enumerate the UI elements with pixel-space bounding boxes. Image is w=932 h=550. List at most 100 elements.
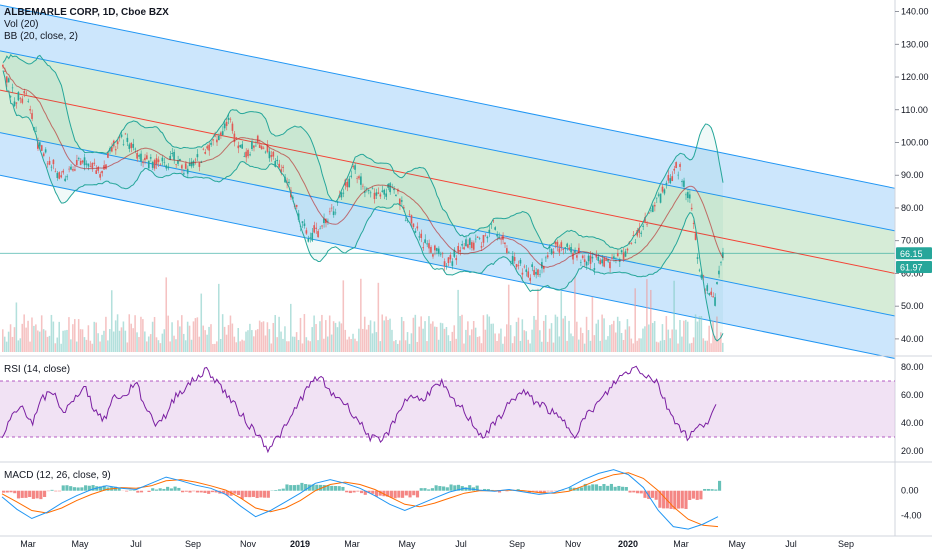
candle-body [284, 176, 286, 183]
candle-body [25, 93, 27, 95]
volume-bar [313, 315, 315, 352]
candle-body [527, 271, 530, 278]
macd-histogram-bar [371, 490, 375, 494]
volume-bar [535, 319, 537, 352]
candle-body [650, 210, 652, 212]
volume-bar [25, 327, 27, 352]
macd-histogram-bar [207, 490, 211, 494]
volume-bar [87, 325, 90, 352]
candle-body [358, 176, 360, 179]
candle-body [253, 145, 255, 148]
candle-body [653, 204, 656, 207]
macd-histogram-bar [76, 487, 80, 491]
candle-body [64, 178, 66, 182]
candle-body [445, 265, 448, 267]
candle-body [155, 158, 158, 165]
volume-bar [258, 320, 261, 352]
candle-body [251, 141, 253, 150]
rsi-tick-label: 40.00 [901, 418, 924, 428]
time-tick-label: Jul [130, 539, 142, 549]
macd-histogram-bar [195, 490, 200, 493]
macd-tick-label: 0.00 [901, 486, 919, 496]
time-tick-label: Nov [565, 539, 582, 549]
macd-histogram-bar [35, 490, 39, 499]
volume-bar [469, 335, 471, 352]
volume-bar [513, 336, 516, 352]
channel-lower-line [0, 174, 896, 360]
candle-body [535, 271, 537, 275]
volume-bar [177, 320, 179, 352]
volume-bar [233, 336, 236, 352]
volume-bar [196, 317, 199, 352]
macd-histogram-bar [337, 486, 341, 491]
volume-bar [360, 278, 362, 352]
volume-bar [677, 343, 679, 352]
macd-histogram-bar [374, 490, 379, 497]
volume-bar [603, 318, 605, 352]
macd-histogram-bar [69, 486, 73, 491]
volume-bar [336, 327, 339, 352]
volume-bar [218, 283, 220, 352]
candle-body [198, 162, 201, 167]
volume-bar [270, 343, 273, 352]
candle-body [363, 191, 366, 193]
volume-bar [7, 331, 10, 352]
macd-histogram-bar [404, 490, 408, 496]
candle-body [35, 130, 37, 132]
price-badge [896, 260, 932, 273]
volume-bar [379, 341, 382, 352]
volume-bar [574, 276, 576, 352]
volume-bar [453, 325, 456, 352]
volume-bar [288, 341, 290, 352]
volume-bar [44, 330, 47, 352]
candle-body [233, 133, 236, 143]
candle-body [243, 156, 245, 157]
volume-bar [556, 316, 559, 352]
candle-body [506, 248, 508, 253]
candle-body [218, 135, 220, 141]
candle-body [95, 170, 98, 174]
volume-bar [373, 321, 376, 352]
volume-bar [599, 340, 601, 352]
candle-body [558, 248, 561, 253]
candle-body [241, 144, 243, 149]
volume-bar [542, 320, 545, 352]
volume-bar [159, 343, 162, 352]
macd-histogram-bar [50, 489, 54, 491]
macd-signal-line [1, 472, 719, 528]
candle-body [120, 134, 123, 137]
macd-histogram-bar [430, 488, 434, 491]
volume-bar [498, 333, 500, 352]
volume-bar [447, 335, 450, 352]
volume-bar [554, 314, 557, 352]
candle-body [661, 186, 664, 192]
volume-bar [66, 329, 68, 352]
macd-histogram-bar [102, 485, 106, 491]
volume-bar [206, 334, 208, 352]
volume-bar [722, 342, 724, 352]
candle-body [568, 247, 570, 250]
price-tick-label: 140.00 [901, 7, 929, 17]
volume-bar [151, 321, 154, 352]
macd-histogram-bar [360, 490, 364, 494]
candle-body [416, 226, 419, 229]
macd-histogram-bar [345, 490, 349, 493]
macd-histogram-bar [639, 490, 643, 494]
macd-histogram-bar [699, 490, 703, 500]
volume-bar [544, 315, 547, 352]
macd-histogram-bar [378, 490, 382, 496]
volume-bar [550, 323, 553, 352]
macd-histogram-bar [184, 490, 188, 492]
macd-histogram-bar [468, 485, 472, 491]
volume-bar [221, 314, 224, 352]
candle-body [58, 172, 61, 179]
volume-bar [223, 326, 226, 352]
candle-body [348, 178, 351, 188]
candle-body [258, 144, 261, 148]
macd-histogram-bar [449, 484, 453, 491]
volume-bar [272, 322, 275, 352]
price-tick-label: 70.00 [901, 236, 924, 246]
candle-body [613, 256, 615, 259]
candle-body [679, 164, 681, 167]
